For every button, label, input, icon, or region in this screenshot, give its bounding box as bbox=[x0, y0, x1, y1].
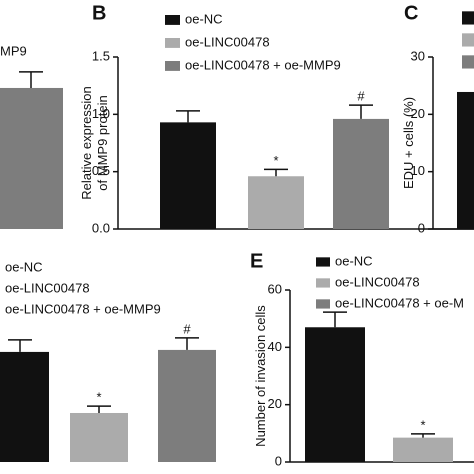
panel-label: B bbox=[92, 2, 106, 24]
significance-marker: # bbox=[357, 89, 365, 104]
y-tick-label: 30 bbox=[411, 48, 425, 63]
legend-label: oe-LINC00478 bbox=[185, 34, 270, 49]
bar bbox=[70, 412, 128, 462]
error-bar bbox=[19, 71, 43, 88]
y-tick-label: 20 bbox=[268, 396, 282, 411]
legend-label: oe-LINC00478 + oe-MMP9 bbox=[185, 57, 341, 72]
legend-swatch bbox=[316, 278, 330, 288]
legend-swatch bbox=[165, 38, 180, 48]
bar bbox=[160, 122, 216, 229]
legend-label: oe-NC bbox=[335, 253, 373, 268]
bar bbox=[393, 437, 453, 462]
y-tick-label: 1.0 bbox=[92, 106, 110, 121]
legend-swatch bbox=[316, 299, 330, 309]
y-axis-label: Number of invasion cells bbox=[253, 305, 268, 447]
y-tick-label: 0 bbox=[418, 220, 425, 235]
y-axis-label: Relative expressionof MMP9 protein bbox=[79, 86, 110, 199]
error-bar bbox=[176, 110, 200, 123]
y-tick-label: 10 bbox=[411, 163, 425, 178]
legend-label: oe-NC bbox=[5, 259, 43, 274]
legend-label: oe-LINC00478 bbox=[335, 274, 420, 289]
legend-swatch bbox=[316, 257, 330, 267]
error-bar bbox=[264, 168, 288, 177]
y-axis-label-line: Relative expression bbox=[79, 86, 94, 199]
error-bar bbox=[8, 339, 32, 352]
legend-swatch bbox=[462, 11, 474, 25]
y-axis-label: EDU + cells (%) bbox=[401, 97, 416, 189]
bar bbox=[0, 351, 49, 462]
y-axis-label-line: EDU + cells (%) bbox=[401, 97, 416, 189]
y-tick-label: 60 bbox=[268, 281, 282, 296]
legend-label: oe-LINC00478 + oe-M bbox=[335, 295, 464, 310]
error-bar bbox=[349, 104, 373, 119]
bar bbox=[333, 118, 389, 229]
y-tick-label: 0 bbox=[275, 453, 282, 468]
error-bar bbox=[87, 405, 111, 413]
bar bbox=[158, 349, 216, 462]
legend-swatch bbox=[462, 33, 474, 47]
panel-label: E bbox=[250, 250, 263, 272]
significance-marker: # bbox=[183, 321, 191, 336]
significance-marker: * bbox=[96, 390, 101, 405]
bar bbox=[0, 87, 63, 230]
y-tick-label: 40 bbox=[268, 339, 282, 354]
bar bbox=[305, 327, 365, 462]
significance-marker: * bbox=[420, 417, 425, 432]
panel-label: C bbox=[404, 2, 418, 24]
error-bar bbox=[175, 337, 199, 350]
significance-marker: * bbox=[273, 153, 278, 168]
legend-swatch bbox=[165, 61, 180, 71]
y-axis-label-line: of MMP9 protein bbox=[95, 95, 110, 190]
legend-label: MP9 bbox=[0, 43, 27, 58]
y-tick-label: 20 bbox=[411, 106, 425, 121]
legend-label: oe-LINC00478 bbox=[5, 280, 90, 295]
y-axis-label-line: Number of invasion cells bbox=[253, 305, 268, 447]
y-tick-label: 0.0 bbox=[92, 220, 110, 235]
bar bbox=[248, 176, 304, 229]
y-tick-label: 1.5 bbox=[92, 48, 110, 63]
legend-swatch bbox=[462, 55, 474, 69]
bar bbox=[457, 91, 474, 230]
legend-swatch bbox=[165, 15, 180, 25]
error-bar bbox=[411, 433, 435, 438]
error-bar bbox=[323, 311, 347, 328]
legend-label: oe-LINC00478 + oe-MMP9 bbox=[5, 301, 161, 316]
y-tick-label: 0.5 bbox=[92, 163, 110, 178]
legend-label: oe-NC bbox=[185, 11, 223, 26]
